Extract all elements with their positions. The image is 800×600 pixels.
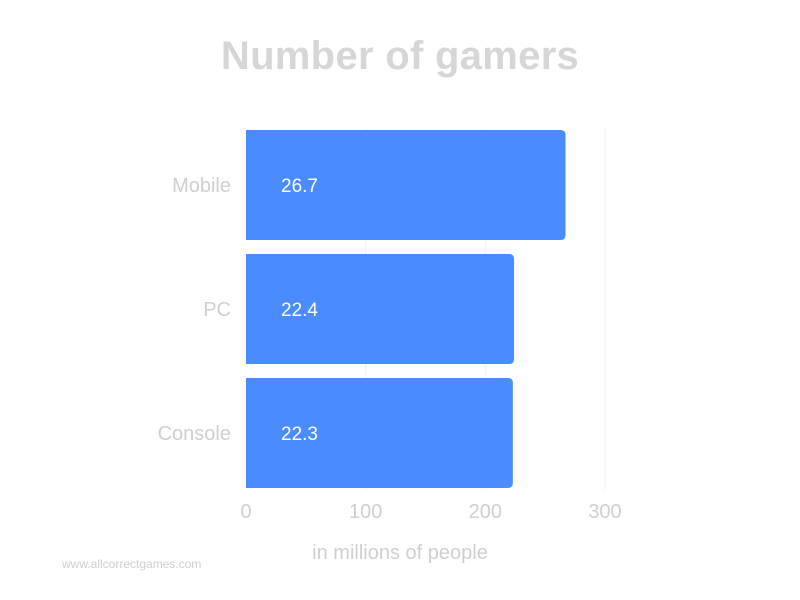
- category-label: Mobile: [172, 175, 231, 197]
- bar-mobile: [246, 130, 566, 240]
- bar-pc: [246, 254, 515, 364]
- chart-title: Number of gamers: [220, 34, 580, 78]
- x-tick-label: 300: [588, 501, 621, 523]
- bars: [246, 130, 566, 488]
- category-label: Console: [158, 423, 231, 445]
- x-tick-label: 200: [469, 501, 502, 523]
- x-tick-label: 100: [349, 501, 382, 523]
- footer-url: www.allcorrectgames.com: [62, 557, 202, 571]
- data-label: 22.4: [281, 300, 318, 321]
- labels: 0 100 200 300 Mobile 26.7 PC 22.4 Console 22.3: [158, 175, 622, 523]
- category-label: PC: [203, 299, 231, 321]
- x-tick-label: 0: [240, 501, 251, 523]
- x-axis-label: in millions of people: [312, 542, 488, 564]
- bar-console: [246, 378, 513, 488]
- data-label: 22.3: [281, 424, 318, 445]
- data-label: 26.7: [281, 176, 318, 197]
